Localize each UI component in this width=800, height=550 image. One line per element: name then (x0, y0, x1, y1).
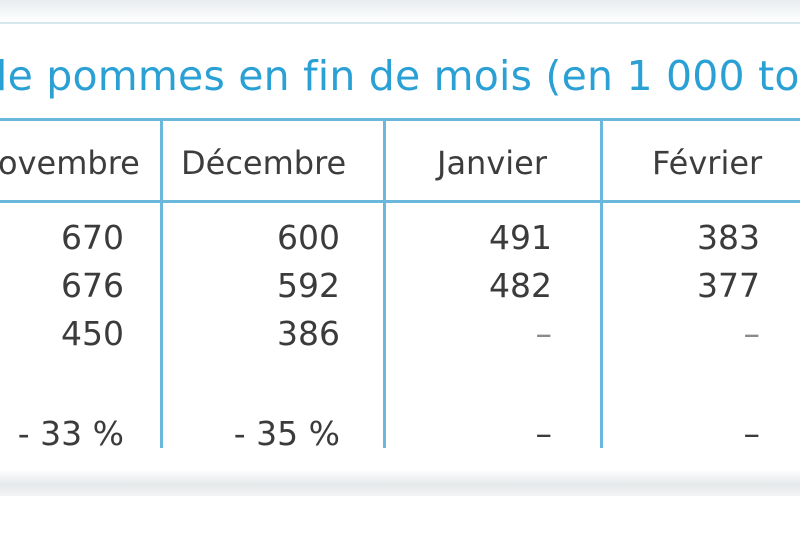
table-cell: 676 (61, 266, 124, 305)
table-cell: 377 (697, 266, 760, 305)
top-rule (0, 22, 800, 24)
table-title: le pommes en fin de mois (en 1 000 to (0, 52, 800, 100)
table-cell: – (535, 314, 553, 353)
table-cell: 383 (697, 218, 760, 257)
column-header-novembre: ovembre (0, 144, 140, 182)
table-cell: - 35 % (233, 414, 340, 453)
bottom-margin (0, 496, 800, 550)
table-cell: 600 (277, 218, 340, 257)
table-cell: 450 (61, 314, 124, 353)
table-cell: 670 (61, 218, 124, 257)
column-header-fevrier: Février (652, 144, 763, 182)
table-cell: – (743, 314, 761, 353)
table-cell: 491 (489, 218, 552, 257)
table-cell: 592 (277, 266, 340, 305)
table-cell: 482 (489, 266, 552, 305)
column-separator (383, 118, 386, 448)
column-separator (600, 118, 603, 448)
bottom-shadow (0, 470, 800, 496)
column-header-decembre: Décembre (181, 144, 347, 182)
table-top-rule (0, 118, 800, 121)
column-separator (160, 118, 163, 448)
table-cell: - 33 % (17, 414, 124, 453)
table-cell: – (535, 414, 553, 453)
table-cell: – (743, 414, 761, 453)
top-shadow (0, 0, 800, 22)
header-bottom-rule (0, 200, 800, 203)
column-header-janvier: Janvier (437, 144, 547, 182)
table-cell: 386 (277, 314, 340, 353)
stock-table: ovembre Décembre Janvier Février 670 600… (0, 118, 800, 453)
